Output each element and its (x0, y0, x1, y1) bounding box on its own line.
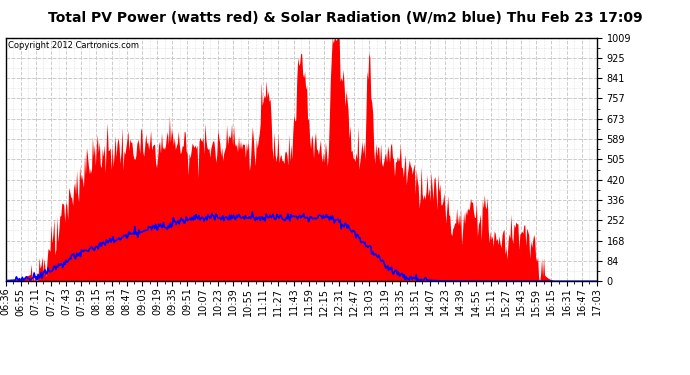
Text: Copyright 2012 Cartronics.com: Copyright 2012 Cartronics.com (8, 41, 139, 50)
Text: Total PV Power (watts red) & Solar Radiation (W/m2 blue) Thu Feb 23 17:09: Total PV Power (watts red) & Solar Radia… (48, 11, 642, 25)
